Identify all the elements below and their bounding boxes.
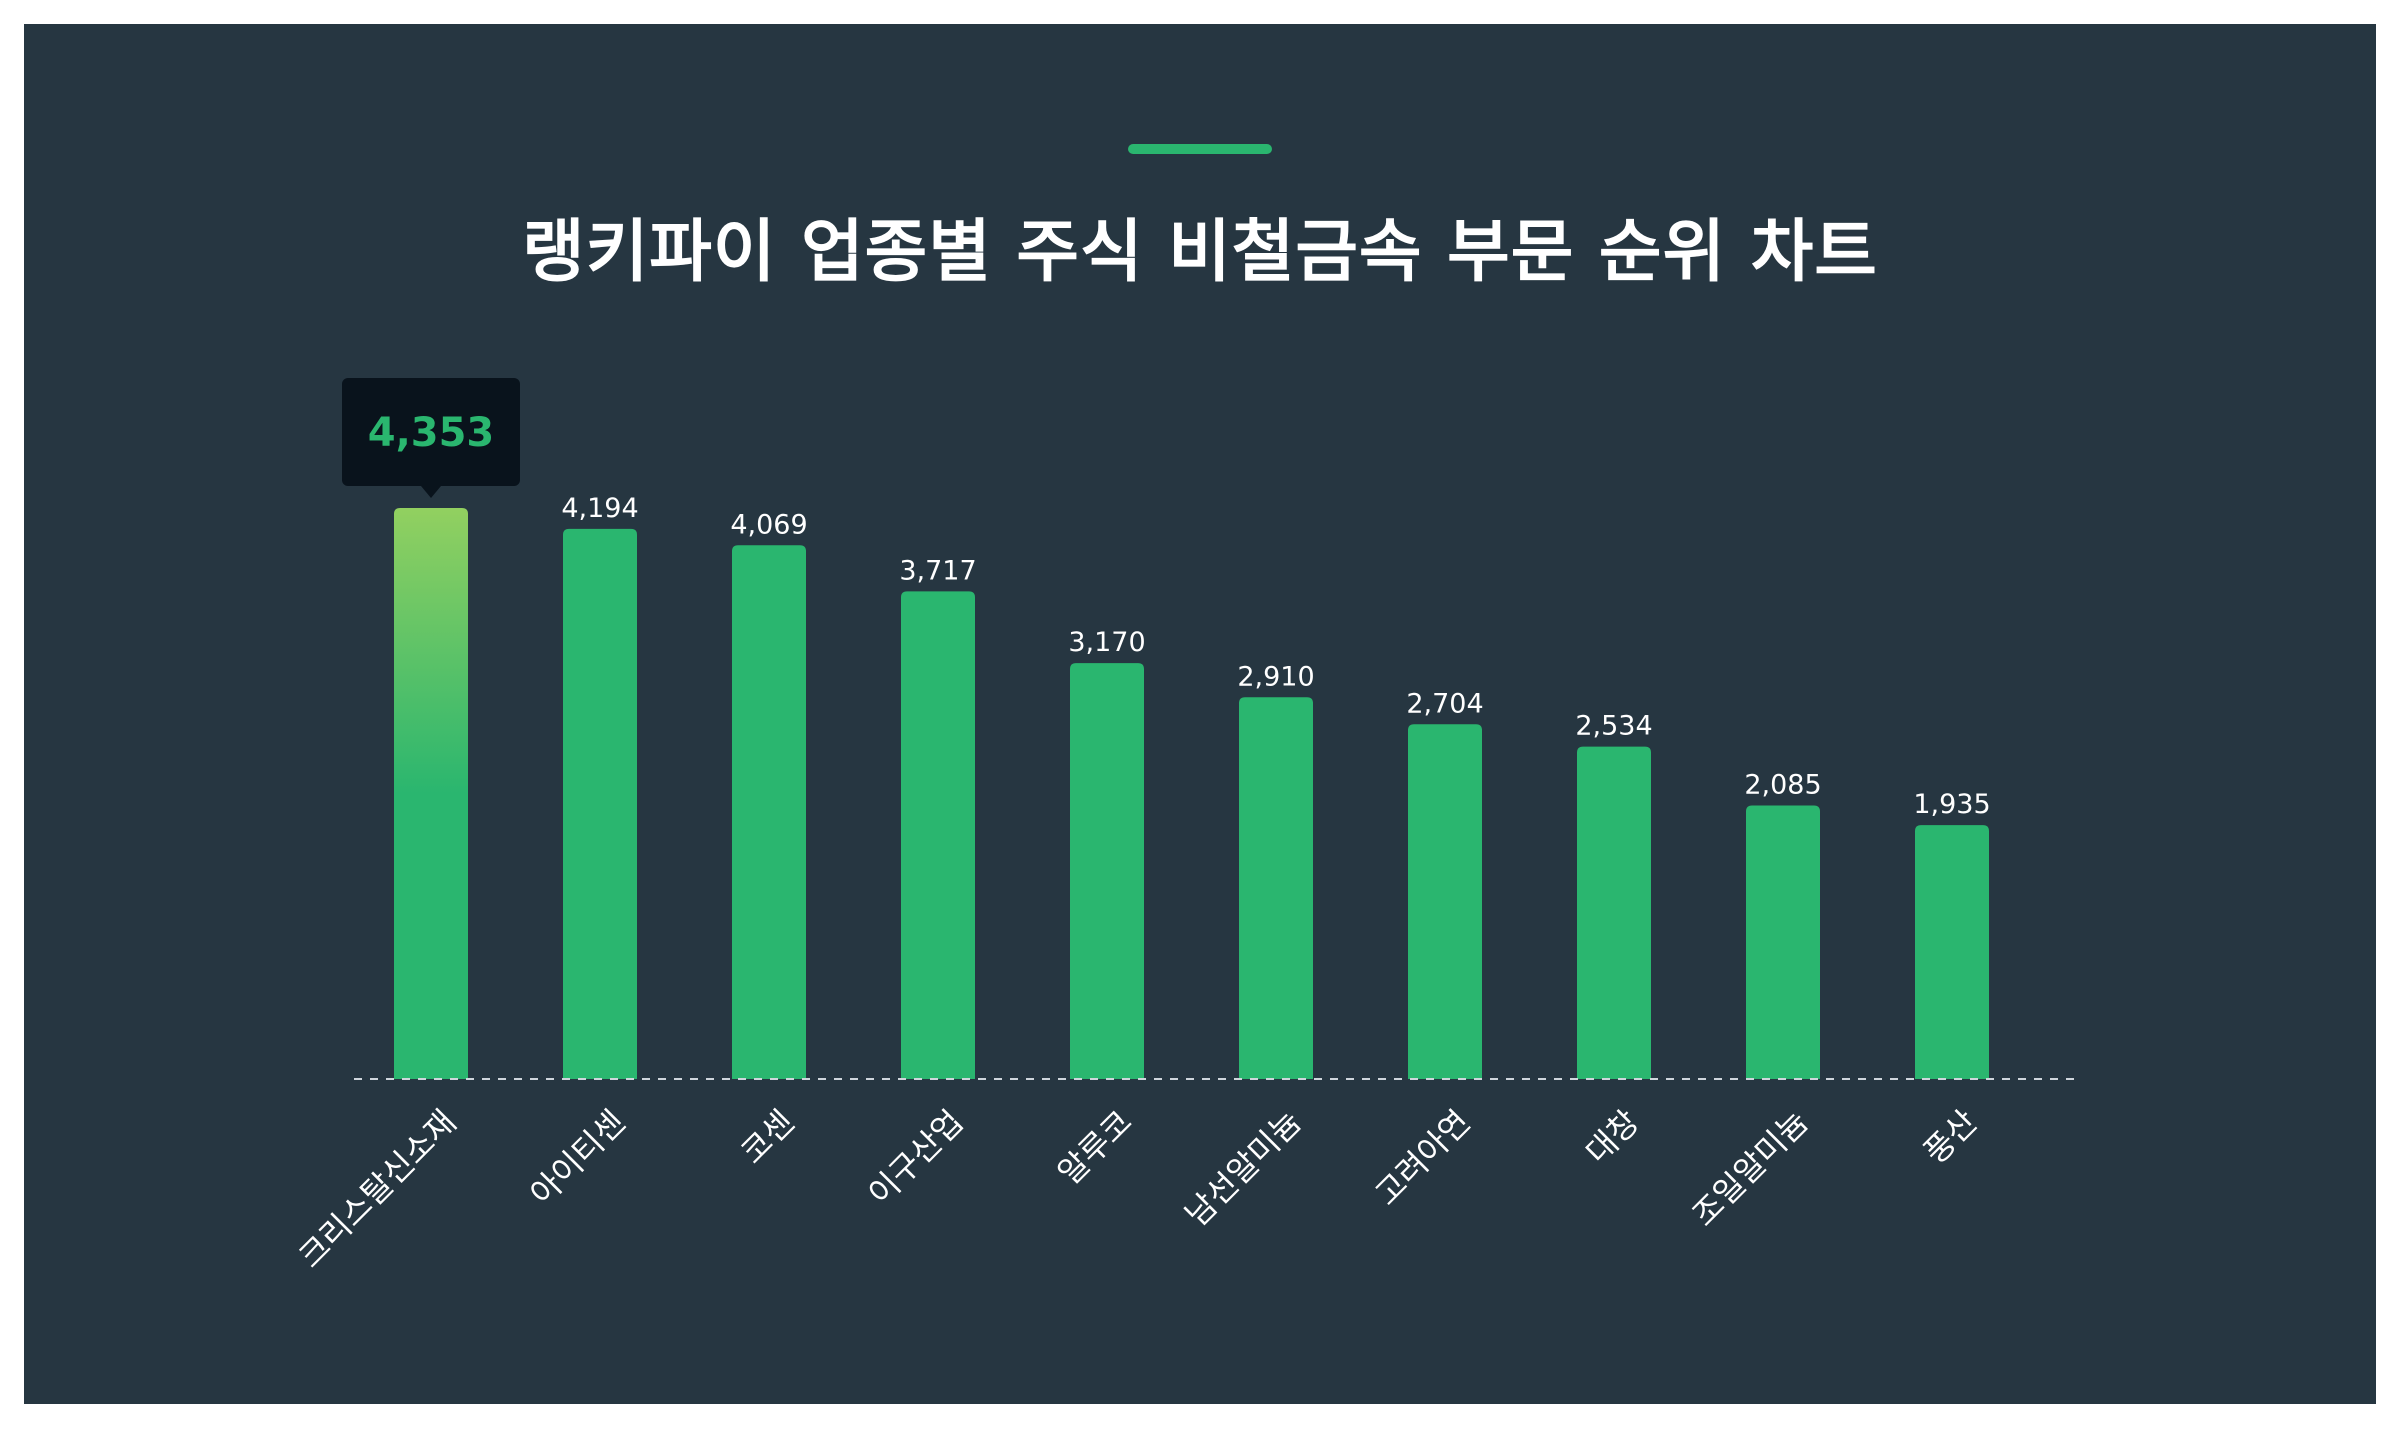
category-label-7: 고려아연 — [1367, 1103, 1477, 1213]
tooltip-box — [342, 378, 520, 486]
value-label-10: 1,935 — [1913, 789, 1990, 820]
category-label-6: 남선알미늄 — [1178, 1103, 1309, 1234]
tooltip-arrow — [421, 486, 441, 498]
chart-panel: 랭키파이 업종별 주식 비철금속 부문 순위 차트 크리스탈신소재 4,194 아이… — [24, 24, 2376, 1404]
bar-9 — [1746, 805, 1820, 1079]
category-label-5: 알루코 — [1050, 1103, 1139, 1192]
category-label-2: 아이티센 — [522, 1103, 632, 1213]
bar-1 — [394, 508, 468, 1079]
tooltip-value: 4,353 — [368, 410, 495, 456]
bar-5 — [1070, 663, 1144, 1079]
bar-chart: 크리스탈신소재 4,194 아이티센 4,069 코센 3,717 이구산업 3,170 알루코… — [291, 378, 2076, 1276]
bar-3 — [732, 545, 806, 1079]
value-label-6: 2,910 — [1237, 661, 1314, 692]
value-label-7: 2,704 — [1406, 688, 1483, 719]
bar-10 — [1915, 825, 1989, 1079]
bar-4 — [901, 591, 975, 1079]
value-label-2: 4,194 — [561, 493, 638, 524]
bar-2 — [563, 528, 637, 1079]
bars-group: 크리스탈신소재 4,194 아이티센 4,069 코센 3,717 이구산업 3,170 알루코… — [291, 493, 1991, 1276]
bar-7 — [1408, 724, 1482, 1079]
value-label-4: 3,717 — [899, 555, 976, 586]
value-label-9: 2,085 — [1744, 770, 1821, 801]
value-label-5: 3,170 — [1068, 627, 1145, 658]
tooltip: 4,353 — [342, 378, 520, 498]
category-label-8: 대창 — [1578, 1103, 1647, 1172]
category-label-10: 풍산 — [1916, 1103, 1985, 1172]
category-label-1: 크리스탈신소재 — [291, 1103, 464, 1276]
category-label-4: 이구산업 — [860, 1103, 970, 1213]
value-label-3: 4,069 — [730, 509, 807, 540]
chart-title: 랭키파이 업종별 주식 비철금속 부문 순위 차트 — [522, 213, 1878, 292]
category-label-3: 코센 — [733, 1103, 802, 1172]
bar-6 — [1239, 697, 1313, 1079]
category-label-9: 조일알미늄 — [1685, 1103, 1816, 1234]
title-accent-bar — [1128, 144, 1272, 154]
bar-8 — [1577, 746, 1651, 1079]
value-label-8: 2,534 — [1575, 711, 1652, 742]
